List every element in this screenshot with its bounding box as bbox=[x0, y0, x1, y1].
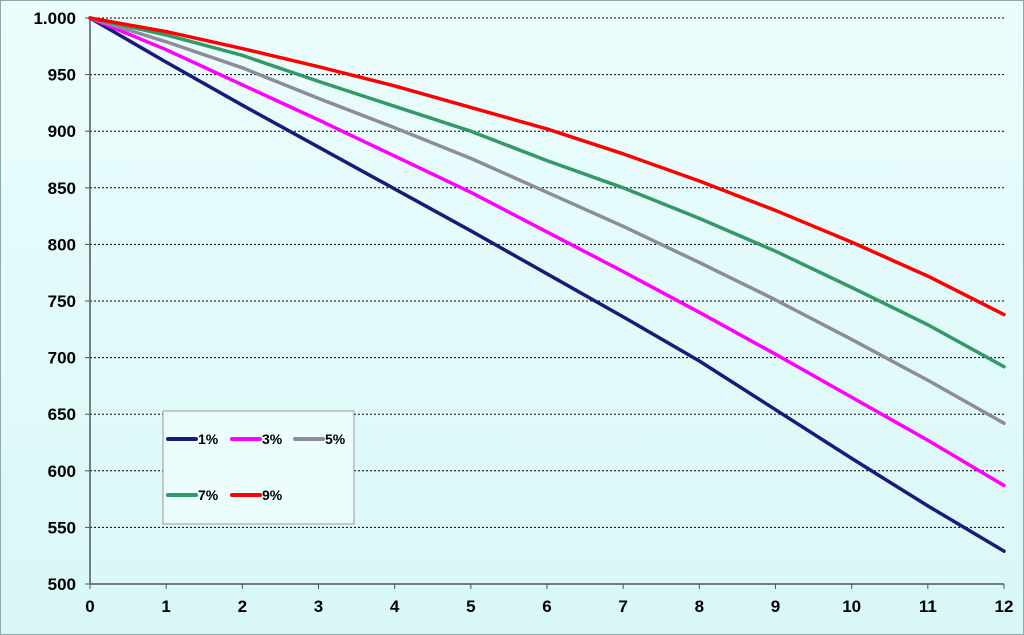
x-tick-label: 10 bbox=[842, 597, 861, 616]
y-tick-label: 1.000 bbox=[33, 9, 76, 28]
x-tick-label: 1 bbox=[161, 597, 170, 616]
x-tick-label: 2 bbox=[238, 597, 247, 616]
x-tick-label: 4 bbox=[390, 597, 400, 616]
x-tick-label: 8 bbox=[695, 597, 704, 616]
y-tick-label: 750 bbox=[48, 292, 76, 311]
y-tick-label: 600 bbox=[48, 462, 76, 481]
y-tick-label: 850 bbox=[48, 179, 76, 198]
series-line-7pct bbox=[88, 16, 1006, 369]
x-tick-label: 3 bbox=[314, 597, 323, 616]
legend-box bbox=[162, 410, 355, 525]
y-tick-label: 800 bbox=[48, 235, 76, 254]
legend-label-5pct: 5% bbox=[325, 431, 346, 447]
x-tick-label: 6 bbox=[542, 597, 551, 616]
legend: 1% 3% 5% 7% 9% bbox=[162, 410, 355, 525]
y-tick-label: 700 bbox=[48, 349, 76, 368]
series-lines bbox=[88, 16, 1006, 553]
x-tick-label: 5 bbox=[466, 597, 475, 616]
y-tick-label: 550 bbox=[48, 518, 76, 537]
legend-label-1pct: 1% bbox=[198, 431, 219, 447]
series-line-3pct bbox=[88, 16, 1006, 488]
x-tick-label: 7 bbox=[618, 597, 627, 616]
legend-label-7pct: 7% bbox=[198, 487, 219, 503]
x-tick-label: 0 bbox=[85, 597, 94, 616]
y-tick-label: 650 bbox=[48, 405, 76, 424]
series-line-5pct bbox=[88, 16, 1006, 426]
y-tick-label: 950 bbox=[48, 66, 76, 85]
y-tick-label: 500 bbox=[48, 575, 76, 594]
x-tick-label: 9 bbox=[771, 597, 780, 616]
series-line-1pct bbox=[88, 16, 1006, 553]
x-tick-label: 11 bbox=[919, 597, 937, 616]
x-tick-label: 12 bbox=[995, 597, 1014, 616]
y-tick-label: 900 bbox=[48, 122, 76, 141]
legend-label-9pct: 9% bbox=[262, 487, 283, 503]
series-line-9pct bbox=[88, 16, 1006, 317]
legend-label-3pct: 3% bbox=[262, 431, 283, 447]
